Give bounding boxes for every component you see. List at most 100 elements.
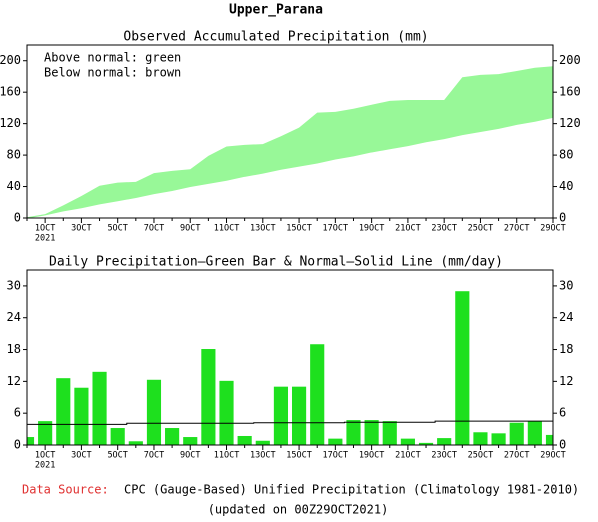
bar [183,437,198,445]
y-tick-label: 12 [7,374,21,388]
x-tick-label: 5OCT [107,451,127,461]
normal-line [27,420,553,425]
y-tick-label: 6 [559,406,566,420]
x-tick-label: 23OCT [431,451,457,461]
x-tick-label: 13OCT [250,451,276,461]
y-tick-label: 80 [7,148,21,162]
year-label: 2021 [35,234,55,244]
y-tick-label: 24 [7,310,21,324]
bar [165,428,180,445]
x-tick-label: 5OCT [107,224,127,234]
x-tick-label: 29OCT [540,224,566,234]
x-tick-label: 19OCT [359,451,385,461]
y-tick-label: 0 [559,438,566,452]
bar [273,386,289,445]
y-tick-label: 160 [0,85,21,99]
bar [219,380,234,445]
y-tick-label: 120 [559,116,581,130]
bar [92,371,107,445]
x-tick-label: 7OCT [144,451,164,461]
bar [382,421,397,445]
x-tick-label: 23OCT [431,224,457,234]
bar [364,420,379,445]
y-tick-label: 12 [559,374,573,388]
annotation: Above normal: green [44,51,181,65]
x-tick-label: 3OCT [71,224,91,234]
bar [473,432,488,445]
bar [237,435,252,445]
x-tick-label: 25OCT [468,451,494,461]
normal-line [27,116,553,218]
x-tick-label: 17OCT [323,451,349,461]
bar [545,434,553,445]
y-tick-label: 0 [559,211,566,225]
chart-title: Daily Precipitation—Green Bar & Normal—S… [49,255,503,270]
x-tick-label: 7OCT [144,224,164,234]
y-tick-label: 0 [14,211,21,225]
x-tick-label: 25OCT [468,224,494,234]
y-tick-label: 80 [559,148,573,162]
y-tick-label: 24 [559,310,573,324]
x-tick-label: 19OCT [359,224,385,234]
source-text: CPC (Gauge-Based) Unified Precipitation … [124,483,579,497]
plot-frame [26,44,554,219]
bar [201,349,216,445]
page-title: Upper_Parana [229,3,323,18]
bar [418,442,434,445]
x-tick-label: 1OCT [35,224,55,234]
plot-area [27,66,553,218]
x-tick-label: 9OCT [180,224,200,234]
bar [110,428,125,445]
annotation: Below normal: brown [44,66,181,80]
bar [291,386,307,445]
y-tick-label: 200 [559,53,581,67]
bar [437,438,452,445]
y-tick-label: 160 [559,85,581,99]
y-tick-label: 200 [0,53,21,67]
y-tick-label: 40 [7,179,21,193]
chart-title: Observed Accumulated Precipitation (mm) [123,30,428,45]
y-tick-label: 40 [559,179,573,193]
x-tick-label: 15OCT [286,224,312,234]
bar [255,440,270,445]
x-tick-label: 21OCT [395,224,421,234]
y-tick-label: 18 [559,342,573,356]
updated-note: (updated on 00Z29OCT2021) [208,503,389,517]
range-fill [27,66,553,218]
year-label: 2021 [35,461,55,471]
y-tick-label: 30 [559,278,573,292]
bar [38,421,53,445]
x-tick-label: 29OCT [540,451,566,461]
y-tick-label: 6 [14,406,21,420]
bar [310,344,325,445]
bar [74,387,89,445]
y-tick-label: 120 [0,116,21,130]
bar [27,437,35,445]
bar [400,438,415,445]
bar [491,433,506,445]
bar [128,441,143,445]
bar [346,420,361,445]
bar [146,379,162,445]
x-tick-label: 11OCT [214,224,240,234]
x-tick-label: 27OCT [504,224,530,234]
x-tick-label: 13OCT [250,224,276,234]
x-tick-label: 1OCT [35,451,55,461]
bar [56,378,71,445]
x-tick-label: 11OCT [214,451,240,461]
plot-area [27,291,553,445]
bar [527,421,542,445]
y-tick-label: 0 [14,438,21,452]
x-tick-label: 9OCT [180,451,200,461]
y-tick-label: 30 [7,278,21,292]
plot-frame [26,269,554,446]
bar [455,291,470,445]
x-tick-label: 27OCT [504,451,530,461]
x-tick-label: 3OCT [71,451,91,461]
x-tick-label: 21OCT [395,451,421,461]
y-tick-label: 18 [7,342,21,356]
bar [509,422,524,445]
bar [328,438,343,445]
